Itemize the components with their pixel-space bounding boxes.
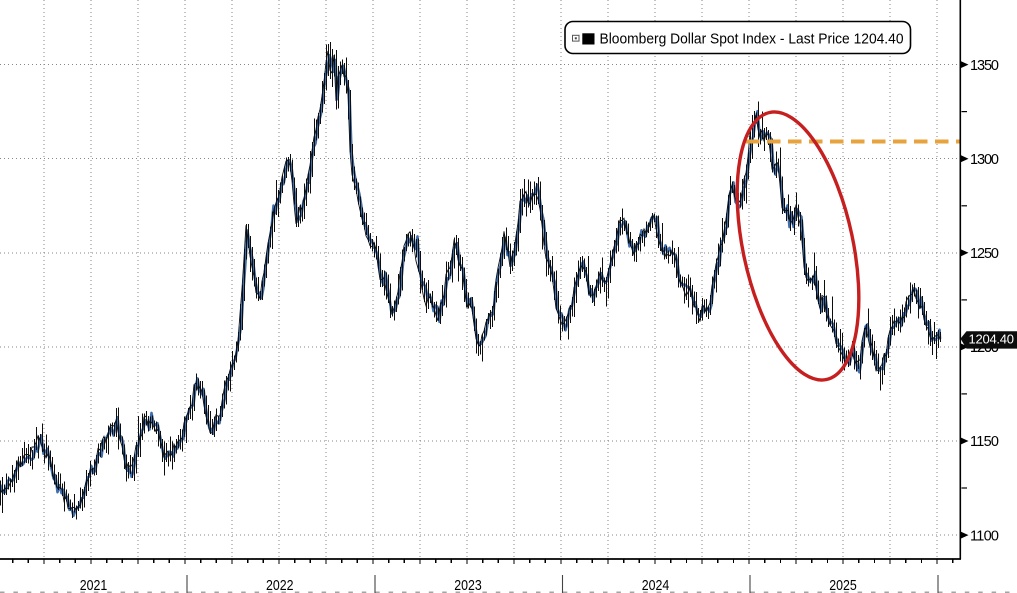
svg-text:1350: 1350 bbox=[970, 58, 999, 74]
svg-text:1150: 1150 bbox=[970, 434, 999, 450]
svg-text:2022: 2022 bbox=[266, 577, 294, 593]
svg-text:2025: 2025 bbox=[829, 577, 857, 593]
svg-text:2023: 2023 bbox=[454, 577, 482, 593]
svg-text:Bloomberg Dollar Spot Index -: Bloomberg Dollar Spot Index - Last Price… bbox=[600, 30, 904, 47]
svg-text:1250: 1250 bbox=[970, 246, 999, 262]
svg-text:2021: 2021 bbox=[80, 577, 108, 593]
svg-text:1204.40: 1204.40 bbox=[969, 331, 1015, 346]
svg-text:1100: 1100 bbox=[970, 528, 999, 544]
svg-text:2024: 2024 bbox=[642, 577, 670, 593]
svg-text:1300: 1300 bbox=[970, 152, 999, 168]
